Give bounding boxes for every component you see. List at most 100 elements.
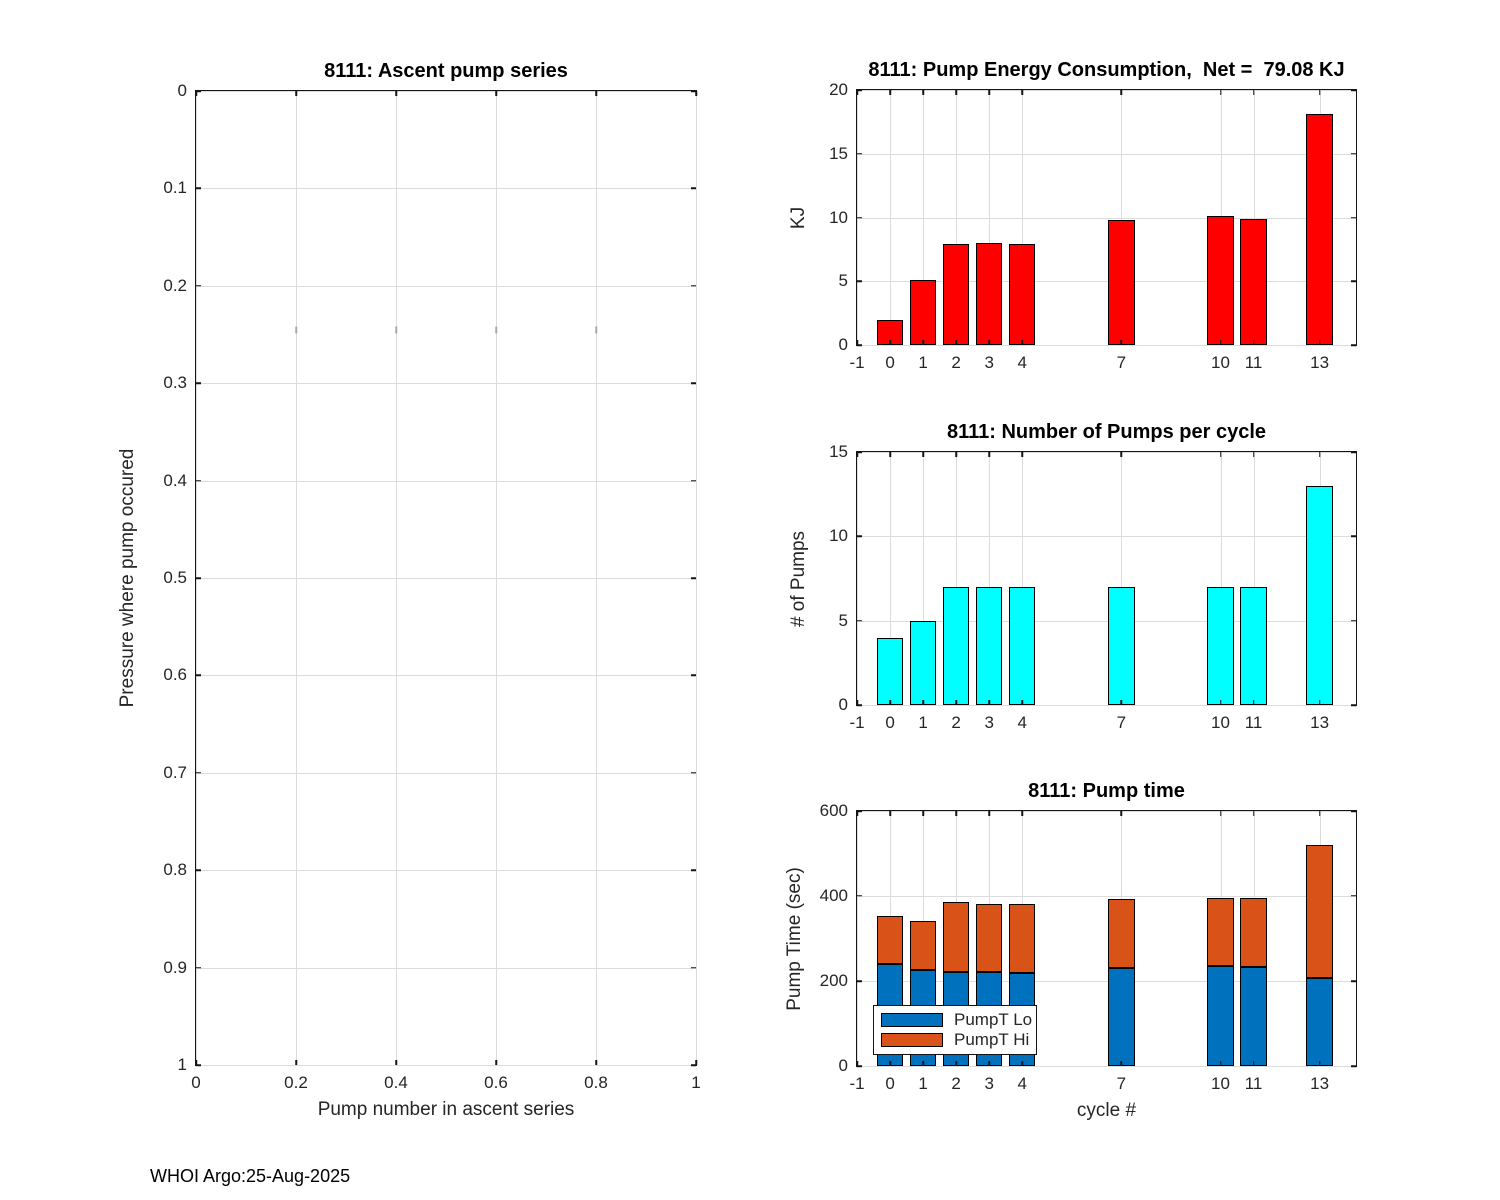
y-tick-label: 0.7 — [163, 762, 187, 782]
y-tick-label: 0.6 — [163, 665, 187, 685]
x-tick-mark — [955, 90, 957, 95]
x-tick-label: 13 — [1310, 713, 1330, 732]
x-tick-label: 13 — [1310, 1074, 1330, 1093]
x-tick-mark — [395, 91, 397, 96]
x-gridline — [1220, 452, 1222, 705]
bar-x3 — [975, 586, 1003, 705]
legend-label-pumpt-lo: PumpT Lo — [954, 1009, 1033, 1029]
x-tick-mark — [1021, 90, 1023, 95]
x-tick-label: 0 — [885, 713, 895, 732]
x-tick-label: 2 — [951, 1074, 961, 1093]
y-gridline — [857, 345, 1356, 346]
x-tick-mark — [295, 91, 297, 96]
y-tick-label: 0 — [838, 1056, 848, 1075]
y-tick-mark — [1351, 89, 1356, 91]
bar-x13 — [1306, 114, 1333, 345]
x-tick-mark — [1120, 700, 1123, 705]
bar-x11-pumpt-hi — [1240, 898, 1267, 967]
x-tick-mark — [856, 700, 858, 705]
y-tick-mark — [196, 869, 201, 871]
bar-x10-pumpt-lo — [1207, 966, 1234, 1066]
y-gridline — [857, 811, 1356, 812]
x-tick-label: -1 — [849, 353, 865, 372]
y-axis-label: KJ — [788, 206, 809, 229]
y-tick-label: 15 — [829, 143, 848, 163]
y-tick-label: 600 — [819, 801, 848, 820]
x-tick-mark — [1120, 811, 1123, 816]
x-tick-mark — [1219, 700, 1222, 705]
x-tick-mark — [889, 90, 891, 95]
plot-area: 0 0.2 0.4 0.6 0.8 1 0 0.1 0.2 0.3 0.4 0.5 0.6 0.7 0.8 0… — [163, 81, 700, 1092]
y-tick-mark — [691, 285, 696, 287]
legend-item-pumpt-hi: PumpT Hi — [881, 1030, 1036, 1050]
y-tick-mark — [857, 451, 862, 453]
y-axis-label: Pressure where pump occured — [117, 448, 138, 708]
y-tick-mark — [196, 674, 201, 677]
bar-x7 — [1108, 586, 1135, 705]
gridline-artifact-mark — [495, 326, 497, 334]
y-tick-mark — [196, 577, 201, 579]
x-tick-mark — [1252, 700, 1255, 705]
y-gridline — [196, 285, 696, 287]
bar-x4 — [1009, 586, 1036, 705]
x-gridline — [989, 452, 991, 705]
y-gridline — [857, 217, 1356, 219]
x-tick-label: 10 — [1211, 713, 1230, 732]
x-tick-label: 0 — [885, 353, 895, 372]
x-tick-label: 3 — [984, 353, 994, 372]
y-gridline — [196, 772, 696, 774]
y-gridline — [857, 536, 1356, 538]
y-axis-label: Pump Time (sec) — [784, 866, 805, 1011]
x-tick-mark — [1021, 452, 1023, 457]
x-tick-label: 7 — [1116, 353, 1127, 372]
y-gridline — [196, 675, 696, 677]
y-tick-label: 5 — [838, 271, 848, 291]
y-gridline — [857, 895, 1356, 897]
x-tick-mark — [1219, 1061, 1222, 1066]
x-tick-label: 1 — [918, 353, 928, 372]
y-tick-mark — [857, 810, 862, 812]
y-gridline — [857, 153, 1356, 155]
x-tick-mark — [988, 90, 990, 95]
y-tick-label: 0.4 — [163, 470, 187, 490]
x-tick-mark — [856, 452, 858, 457]
x-tick-mark — [1021, 811, 1023, 816]
subplot-ascent-pump-series: 8111: Ascent pump series Pressure where … — [117, 60, 701, 1120]
y-tick-mark — [691, 772, 696, 774]
bar-x10-pumpt-hi — [1207, 897, 1234, 967]
y-gridline — [196, 188, 696, 190]
x-tick-mark — [1252, 1061, 1255, 1066]
x-gridline — [923, 452, 925, 705]
y-gridline — [857, 281, 1356, 283]
x-tick-label: 0 — [191, 1073, 201, 1092]
y-tick-mark — [691, 90, 696, 92]
gridline-artifact-mark — [395, 326, 397, 334]
bar-x10 — [1207, 216, 1234, 345]
subplot-pump-time: 8111: Pump time Pump Time (sec) cycle # … — [784, 780, 1357, 1121]
x-tick-mark — [988, 452, 990, 457]
bar-x4 — [1009, 244, 1036, 345]
y-tick-mark — [691, 577, 696, 579]
x-tick-mark — [889, 811, 891, 816]
y-tick-label: 0 — [838, 695, 848, 714]
x-tick-mark — [1252, 811, 1255, 816]
x-tick-mark — [1021, 340, 1023, 345]
x-tick-mark — [1318, 811, 1321, 816]
x-tick-mark — [695, 91, 697, 96]
x-tick-mark — [922, 340, 924, 345]
x-gridline — [890, 452, 892, 705]
y-tick-mark — [857, 980, 862, 982]
bar-x10 — [1207, 586, 1234, 705]
x-tick-mark — [1021, 1061, 1023, 1066]
y-tick-mark — [691, 1064, 696, 1066]
x-tick-mark — [1120, 340, 1123, 345]
y-tick-label: 400 — [819, 885, 848, 905]
bar-x2-pumpt-hi — [942, 902, 970, 973]
x-tick-mark — [922, 90, 924, 95]
x-tick-mark — [195, 91, 197, 96]
y-tick-mark — [691, 382, 696, 384]
y-tick-label: 0 — [838, 335, 848, 354]
y-gridline — [857, 620, 1356, 622]
y-tick-label: 0.2 — [163, 275, 187, 295]
